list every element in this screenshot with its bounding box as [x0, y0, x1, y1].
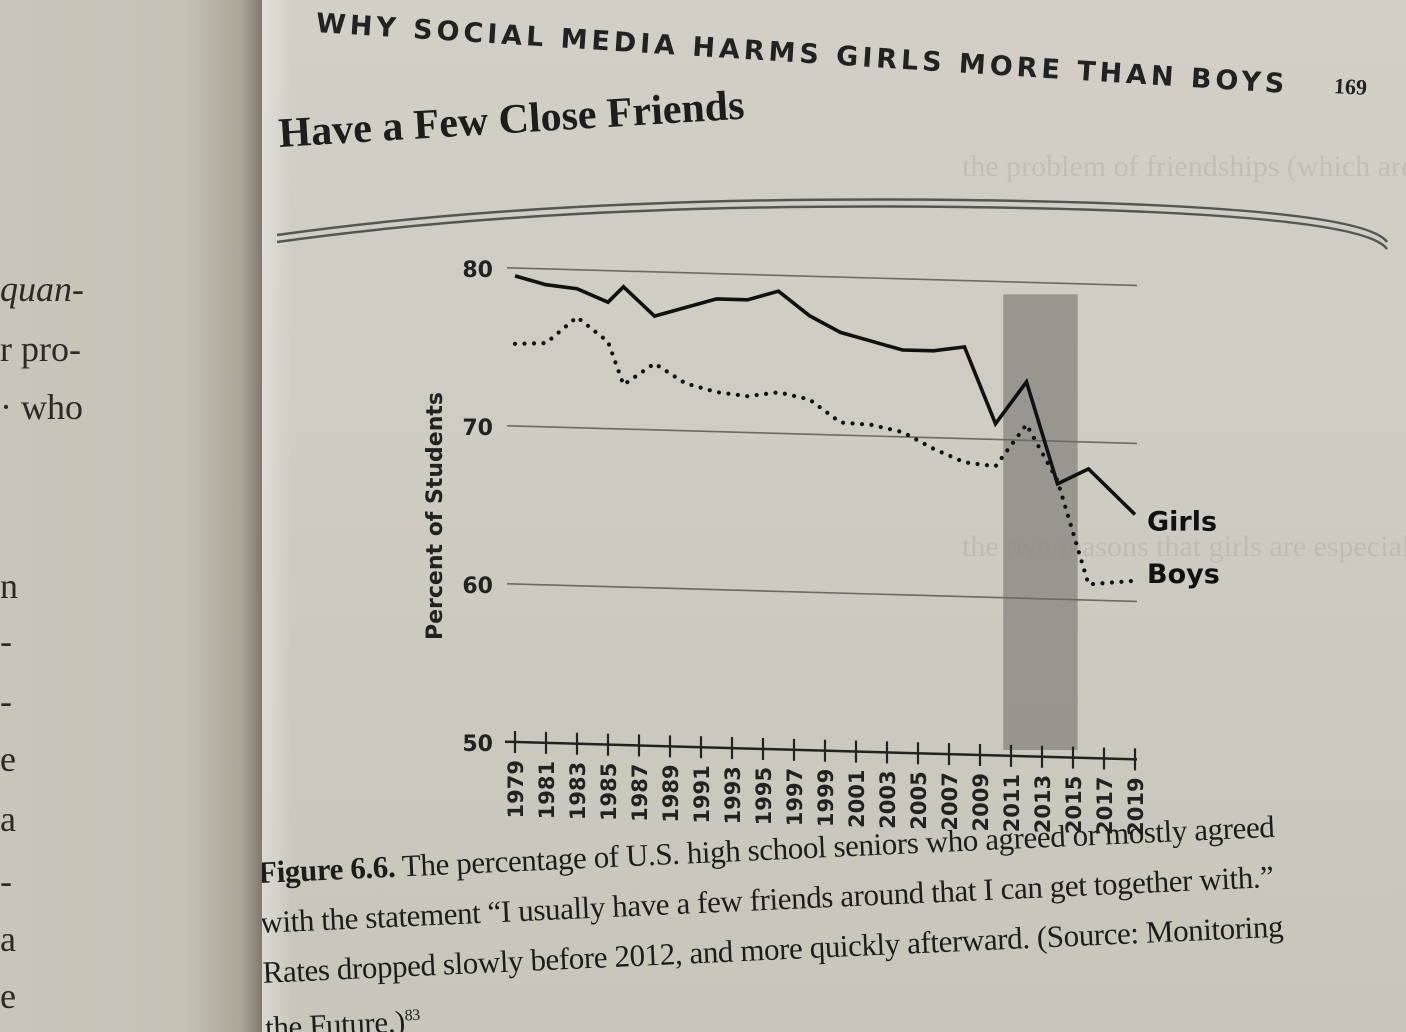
gridline-80	[506, 266, 1138, 287]
figure-label: Figure 6.6.	[262, 848, 396, 890]
show-through-text: the problem of friendships (which are ce…	[962, 150, 1406, 183]
x-tick-label: 1983	[566, 762, 590, 820]
x-tick-label: 2017	[1093, 776, 1117, 834]
x-tick-label: 2011	[1000, 774, 1024, 832]
y-tick-label: 80	[462, 258, 493, 283]
legend-label-boys: Boys	[1147, 559, 1220, 590]
y-tick-label: 60	[462, 574, 493, 599]
x-tick-label: 1997	[783, 768, 807, 826]
left-page-text-fragment: n	[0, 566, 18, 606]
x-tick-label: 1999	[814, 769, 838, 827]
y-tick-label: 70	[462, 416, 493, 441]
left-page-text-fragment: e	[0, 739, 16, 779]
x-tick-label: 1993	[721, 766, 745, 824]
footnote-marker[interactable]: 83	[404, 1006, 421, 1025]
line-chart: 50 60 70 80 Percent of Students 1979 1981 1983 1…	[423, 258, 1220, 836]
right-page: the problem of friendships (which are ce…	[262, 0, 1406, 1032]
left-page-text-fragment: quan-	[0, 269, 84, 309]
left-page-text-fragment: -	[0, 681, 12, 721]
x-tick-label: 1981	[535, 761, 559, 819]
legend-label-girls: Girls	[1147, 506, 1217, 537]
left-page-text-fragment: r pro-	[0, 329, 81, 369]
gridline-60	[506, 582, 1138, 603]
left-page-text-fragment: a	[0, 799, 16, 839]
x-tick-label: 2019	[1124, 777, 1148, 835]
x-tick-label: 1987	[628, 763, 652, 821]
x-tick-label: 1979	[504, 760, 528, 818]
left-page-text-fragment: a	[0, 919, 16, 959]
x-tick-label: 2013	[1031, 775, 1055, 833]
x-tick-label: 2003	[876, 770, 900, 828]
x-tick-label: 2009	[969, 773, 993, 831]
x-tick-label: 1995	[752, 767, 776, 825]
title-double-rule	[276, 198, 1389, 250]
series-line-girls	[514, 274, 1137, 516]
x-tick-label: 1985	[597, 763, 621, 821]
x-tick-label: 2007	[938, 772, 962, 830]
gutter-shadow	[262, 0, 292, 1032]
left-page-text-fragment: e	[0, 976, 16, 1016]
y-axis-title: Percent of Students	[423, 392, 448, 640]
x-tick-label: 2015	[1062, 776, 1086, 834]
x-axis-line	[504, 740, 1138, 761]
left-page-text-fragment: · who	[0, 387, 83, 427]
x-tick-label: 1989	[659, 764, 683, 822]
y-tick-label: 50	[462, 732, 493, 757]
gridline-70	[506, 424, 1138, 445]
x-tick-label: 2005	[907, 771, 931, 829]
left-page-text-fragment: -	[0, 861, 12, 901]
x-tick-label: 2001	[845, 770, 869, 828]
left-page: quan-r pro- · who n - - e a - a e	[0, 0, 262, 1032]
x-tick-label: 1991	[690, 765, 714, 823]
highlight-band	[1003, 294, 1078, 750]
left-page-text-fragment: -	[0, 621, 12, 661]
